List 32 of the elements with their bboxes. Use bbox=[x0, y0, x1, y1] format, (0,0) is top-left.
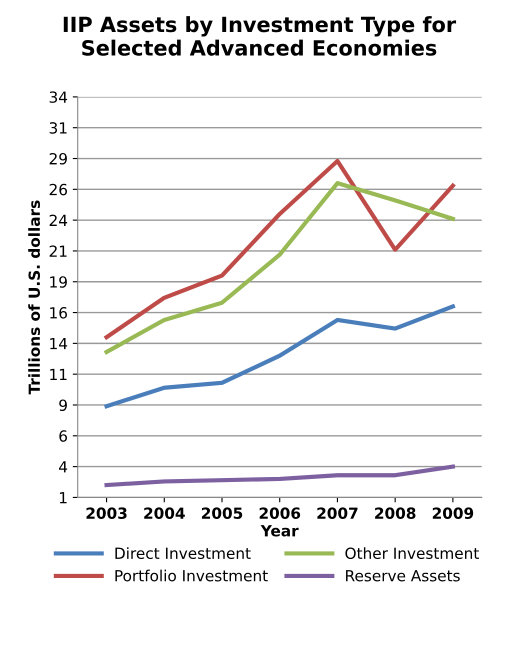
y-tick-label: 14 bbox=[50, 338, 68, 350]
y-axis-title: Trillions of U.S. dollars bbox=[28, 200, 40, 394]
y-tick-label: 24 bbox=[50, 214, 68, 226]
chart-title: IIP Assets by Investment Type for Selected Advanced Economies bbox=[64, 16, 456, 56]
line-series bbox=[104, 464, 455, 488]
y-tick-label: 9 bbox=[59, 399, 67, 412]
x-tick-label: 2008 bbox=[375, 507, 416, 519]
line-series bbox=[104, 158, 455, 340]
legend-label: Direct Investment bbox=[115, 547, 251, 560]
y-tick-label: 19 bbox=[50, 276, 67, 288]
legend-label: Reserve Assets bbox=[346, 570, 460, 582]
x-tick-label: 2009 bbox=[432, 507, 474, 519]
legend-label: Portfolio Investment bbox=[115, 570, 268, 582]
y-tick-label: 11 bbox=[50, 368, 67, 380]
y-tick-label: 34 bbox=[50, 91, 68, 103]
x-tick-label: 2004 bbox=[144, 507, 185, 519]
y-tick-label: 16 bbox=[50, 307, 68, 319]
y-tick-label: 31 bbox=[50, 122, 67, 134]
y-tick-label: 6 bbox=[59, 430, 68, 442]
x-tick-label: 2003 bbox=[86, 507, 127, 519]
y-tick-label: 21 bbox=[50, 245, 67, 257]
y-tick-label: 4 bbox=[59, 461, 68, 472]
x-tick-label: 2006 bbox=[260, 507, 300, 519]
y-tick-label: 1 bbox=[60, 492, 67, 504]
y-tick-label: 29 bbox=[50, 152, 67, 165]
legend-label: Other Investment bbox=[345, 547, 479, 560]
x-axis-title: Year bbox=[260, 525, 299, 537]
y-tick-label: 26 bbox=[50, 184, 68, 196]
line-series bbox=[104, 181, 455, 354]
x-tick-label: 2005 bbox=[202, 507, 242, 519]
line-series bbox=[104, 304, 455, 408]
x-tick-label: 2007 bbox=[317, 507, 358, 519]
